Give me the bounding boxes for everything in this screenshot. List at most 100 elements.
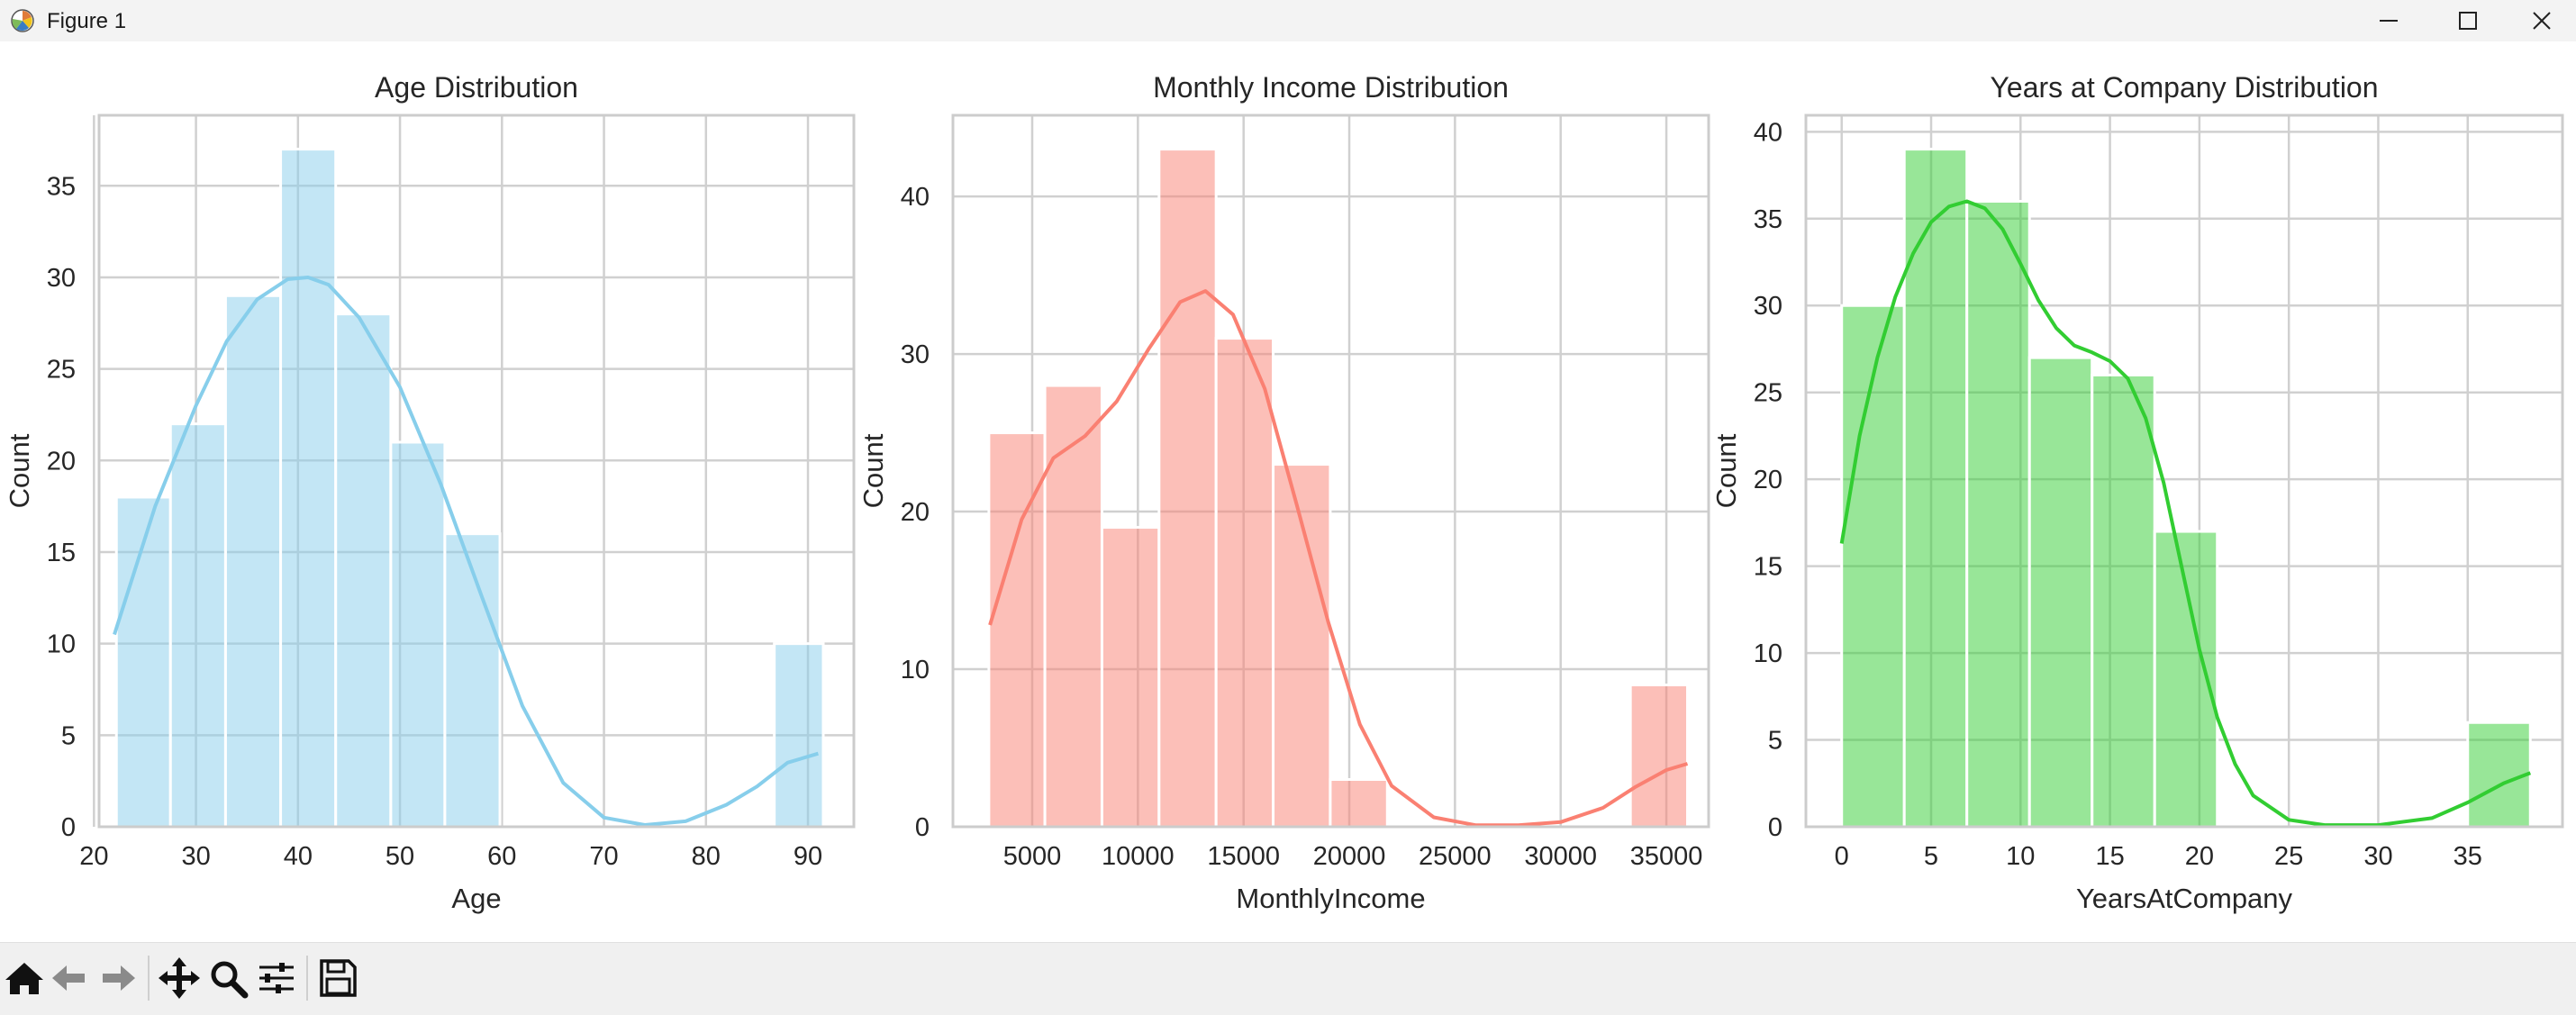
histogram-bar xyxy=(168,422,227,829)
histogram-bar xyxy=(987,431,1047,829)
x-tick-label: 30 xyxy=(181,842,210,871)
x-tick-label: 20 xyxy=(79,842,108,871)
window-titlebar: Figure 1 xyxy=(0,0,2576,41)
maximize-button[interactable] xyxy=(2436,0,2499,41)
x-tick-label: 50 xyxy=(385,842,414,871)
histogram-bar xyxy=(2466,720,2532,829)
close-icon xyxy=(2533,12,2551,30)
x-tick-label: 35 xyxy=(2454,842,2482,871)
y-tick-label: 15 xyxy=(47,539,76,567)
x-tick-label: 15000 xyxy=(1207,842,1280,871)
y-tick-label: 20 xyxy=(1754,466,1782,494)
x-axis-label: MonthlyIncome xyxy=(1236,883,1425,914)
x-tick-label: 35000 xyxy=(1630,842,1703,871)
close-button[interactable] xyxy=(2510,0,2573,41)
x-axis-label: YearsAtCompany xyxy=(2076,883,2293,914)
pan-button[interactable] xyxy=(155,954,204,1002)
toolbar-separator xyxy=(148,956,150,1001)
x-axis-label: Age xyxy=(451,883,501,914)
histogram-bar xyxy=(2027,356,2094,829)
configure-subplots-button[interactable] xyxy=(252,954,301,1002)
histogram-bar xyxy=(223,294,283,829)
axes-frame xyxy=(951,113,1710,829)
back-icon xyxy=(52,965,85,991)
y-tick-label: 40 xyxy=(1754,118,1782,147)
histogram-bar xyxy=(1329,778,1389,829)
x-tick-label: 0 xyxy=(1835,842,1849,871)
window-title: Figure 1 xyxy=(47,9,127,33)
x-tick-label: 10 xyxy=(2006,842,2035,871)
y-tick-label: 10 xyxy=(1754,639,1782,668)
y-tick-label: 20 xyxy=(47,447,76,476)
y-tick-label: 20 xyxy=(901,498,930,527)
x-tick-label: 90 xyxy=(794,842,822,871)
navigation-toolbar xyxy=(0,942,2576,1015)
x-tick-label: 5000 xyxy=(1003,842,1062,871)
x-tick-label: 70 xyxy=(589,842,618,871)
configure-subplots-icon xyxy=(259,963,294,993)
histogram-bar xyxy=(443,532,502,829)
zoom-button[interactable] xyxy=(204,954,252,1002)
y-tick-label: 25 xyxy=(47,356,76,385)
kde-line xyxy=(988,289,1689,828)
y-tick-label: 30 xyxy=(901,340,930,369)
back-button[interactable] xyxy=(45,954,94,1002)
y-tick-label: 30 xyxy=(1754,292,1782,321)
toolbar-separator xyxy=(306,956,308,1001)
axes-frame xyxy=(97,113,856,829)
x-tick-label: 10000 xyxy=(1102,842,1175,871)
home-icon xyxy=(5,963,43,994)
chart-title: Age Distribution xyxy=(375,71,578,104)
x-tick-label: 25000 xyxy=(1419,842,1492,871)
histogram-bar xyxy=(2091,373,2156,829)
histogram-bar xyxy=(389,440,447,829)
x-tick-label: 30 xyxy=(2363,842,2392,871)
x-tick-label: 15 xyxy=(2095,842,2124,871)
subplot-1: 20 30 40 50 60 70 80 90 0 5 10 15 20 25 30 35 Age Distri… xyxy=(4,71,856,914)
y-axis-label: Count xyxy=(857,433,889,508)
y-tick-label: 40 xyxy=(901,183,930,212)
y-tick-label: 35 xyxy=(1754,205,1782,234)
minimize-icon xyxy=(2380,20,2398,22)
save-button[interactable] xyxy=(313,954,362,1002)
axes-frame xyxy=(1804,113,2564,829)
x-tick-label: 30000 xyxy=(1524,842,1597,871)
x-tick-label: 40 xyxy=(284,842,313,871)
y-axis-label: Count xyxy=(1710,433,1742,508)
pan-icon xyxy=(159,957,200,999)
y-tick-label: 5 xyxy=(61,721,76,750)
y-tick-label: 25 xyxy=(1754,379,1782,408)
save-icon xyxy=(320,959,357,997)
x-tick-label: 20 xyxy=(2185,842,2214,871)
home-button[interactable] xyxy=(0,954,49,1002)
histogram-bar xyxy=(1628,684,1690,829)
histogram-bar xyxy=(334,313,393,829)
x-tick-label: 5 xyxy=(1924,842,1938,871)
y-tick-label: 0 xyxy=(915,813,930,842)
histogram-bar xyxy=(1902,148,1969,829)
histogram-bar xyxy=(114,495,172,829)
y-tick-label: 0 xyxy=(61,813,76,842)
kde-line xyxy=(113,276,819,827)
histogram-bar xyxy=(773,642,825,829)
histogram-bar xyxy=(1100,526,1161,829)
subplot-2: 5000 10000 15000 20000 25000 30000 35000 0 10 20 3… xyxy=(857,71,1710,914)
figure-canvas[interactable]: 20 30 40 50 60 70 80 90 0 5 10 15 20 25 30 35 Age Distri… xyxy=(0,41,2576,942)
forward-button[interactable] xyxy=(94,954,142,1002)
x-tick-label: 80 xyxy=(692,842,721,871)
chart-title: Monthly Income Distribution xyxy=(1153,71,1509,104)
y-tick-label: 15 xyxy=(1754,553,1782,582)
y-tick-label: 35 xyxy=(47,172,76,201)
subplot-3: 0 5 10 15 20 25 30 35 0 5 10 15 20 25 30 35 40 Years at C… xyxy=(1710,71,2564,914)
matplotlib-icon xyxy=(11,9,34,32)
forward-icon xyxy=(103,965,135,991)
histogram-bar xyxy=(1840,304,1906,829)
kde-line xyxy=(1839,199,2532,828)
histogram-bar xyxy=(1965,199,2031,829)
histogram-bar xyxy=(279,148,338,829)
x-tick-label: 60 xyxy=(487,842,516,871)
x-tick-label: 25 xyxy=(2274,842,2303,871)
histogram-bar xyxy=(1157,148,1218,829)
y-tick-label: 0 xyxy=(1768,813,1782,842)
minimize-button[interactable] xyxy=(2357,0,2420,41)
